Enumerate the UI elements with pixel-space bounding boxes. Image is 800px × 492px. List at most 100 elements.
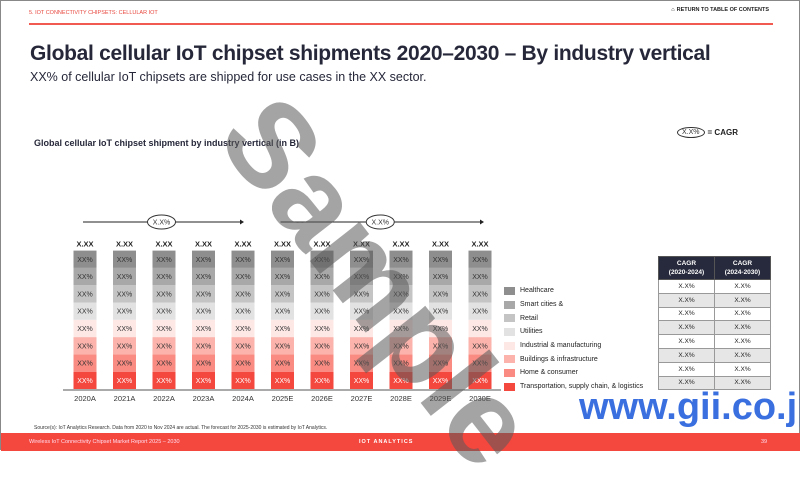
legend-label: Retail <box>520 314 538 322</box>
return-toc-link[interactable]: ⌂ RETURN TO TABLE OF CONTENTS <box>671 7 769 13</box>
bar-segment <box>429 285 452 303</box>
bar-segment <box>271 285 294 303</box>
table-cell: X.X% <box>658 279 715 294</box>
bar-segment <box>152 267 176 286</box>
cagr-header-1: CAGR (2020-2024) <box>658 256 715 280</box>
segment-label: XX% <box>117 257 133 264</box>
segment-label: XX% <box>77 378 93 385</box>
bar-segment <box>310 285 334 303</box>
legend-item: Home & consumer <box>504 366 643 380</box>
x-tick-label: 2028E <box>390 394 412 403</box>
bar-segment <box>389 302 413 320</box>
segment-label: XX% <box>472 257 488 264</box>
bar-segment <box>192 337 215 355</box>
segment-label: XX% <box>117 343 133 350</box>
segment-label: XX% <box>235 274 251 281</box>
bar-segment <box>152 337 176 355</box>
segment-label: XX% <box>472 291 488 298</box>
segment-label: XX% <box>235 378 251 385</box>
bar-segment <box>152 250 176 268</box>
segment-label: XX% <box>433 309 449 316</box>
bar-segment <box>192 285 215 303</box>
bar-segment <box>429 302 452 320</box>
bar-segment <box>350 337 373 355</box>
segment-label: XX% <box>393 343 409 350</box>
bar-segment <box>271 250 294 268</box>
bar-segment <box>271 302 294 320</box>
legend-item: Utilities <box>504 325 643 339</box>
table-cell: X.X% <box>658 347 715 363</box>
bar-segment <box>152 302 176 320</box>
legend-item: Healthcare <box>504 284 643 298</box>
bar-segment <box>231 285 255 303</box>
table-cell: X.X% <box>714 334 771 349</box>
bar-segment <box>113 319 136 338</box>
bar-segment <box>152 371 176 389</box>
bar-segment <box>468 285 492 303</box>
bar-segment <box>73 354 97 372</box>
bar-segment <box>468 319 492 338</box>
legend-label: Transportation, supply chain, & logistic… <box>520 383 644 391</box>
segment-label: XX% <box>275 274 291 281</box>
segment-label: XX% <box>117 326 133 333</box>
segment-label: XX% <box>354 291 370 298</box>
segment-label: XX% <box>235 309 251 316</box>
segment-label: XX% <box>77 309 93 316</box>
x-tick-label: 2021A <box>114 394 136 403</box>
segment-label: XX% <box>156 343 172 350</box>
table-cell: X.X% <box>658 334 715 349</box>
x-tick-label: 2024A <box>232 394 254 403</box>
legend-item: Transportation, supply chain, & logistic… <box>504 380 643 394</box>
report-name: Wireless IoT Connectivity Chipset Market… <box>29 439 180 445</box>
segment-label: XX% <box>354 361 370 368</box>
table-cell: X.X% <box>714 279 771 294</box>
x-tick-label: 2020A <box>74 394 96 403</box>
bar-segment <box>310 250 334 268</box>
segment-label: XX% <box>472 378 488 385</box>
page-title: Global cellular IoT chipset shipments 20… <box>30 42 711 65</box>
bar-segment <box>152 354 176 372</box>
bar-segment <box>350 302 373 320</box>
segment-label: XX% <box>314 309 330 316</box>
page-subtitle: XX% of cellular IoT chipsets are shipped… <box>30 70 427 84</box>
bar-segment <box>389 337 413 355</box>
bar-total-label: X.XX <box>234 240 251 249</box>
bar-segment <box>350 354 373 372</box>
cagr-key: X.X% = CAGR <box>677 127 738 138</box>
bar-segment <box>350 285 373 303</box>
bar-total-label: X.XX <box>471 240 488 249</box>
segment-label: XX% <box>235 343 251 350</box>
bar-total-label: X.XX <box>274 240 291 249</box>
bar-segment <box>389 319 413 338</box>
bar-segment <box>468 302 492 320</box>
table-cell: X.X% <box>714 361 771 377</box>
legend-swatch <box>504 368 515 377</box>
segment-label: XX% <box>314 361 330 368</box>
bar-segment <box>429 337 452 355</box>
bar-segment <box>73 250 97 268</box>
bar-segment <box>271 371 294 389</box>
segment-label: XX% <box>117 378 133 385</box>
segment-label: XX% <box>156 309 172 316</box>
segment-label: XX% <box>354 274 370 281</box>
bar-segment <box>73 319 97 338</box>
bar-segment <box>271 354 294 372</box>
x-tick-label: 2025E <box>272 394 294 403</box>
bar-segment <box>350 371 373 389</box>
bar-segment <box>192 319 215 338</box>
table-cell: X.X% <box>658 292 715 308</box>
legend-item: Buildings & infrastructure <box>504 352 643 366</box>
segment-label: XX% <box>275 378 291 385</box>
segment-label: XX% <box>472 361 488 368</box>
segment-label: XX% <box>196 257 212 264</box>
segment-label: XX% <box>77 343 93 350</box>
bar-segment <box>271 267 294 286</box>
bar-segment <box>468 337 492 355</box>
footer: Wireless IoT Connectivity Chipset Market… <box>1 433 800 451</box>
segment-label: XX% <box>156 378 172 385</box>
legend-label: Buildings & infrastructure <box>520 355 598 363</box>
x-tick-label: 2026E <box>311 394 333 403</box>
segment-label: XX% <box>393 361 409 368</box>
cagr-oval <box>147 214 176 230</box>
segment-label: XX% <box>393 326 409 333</box>
